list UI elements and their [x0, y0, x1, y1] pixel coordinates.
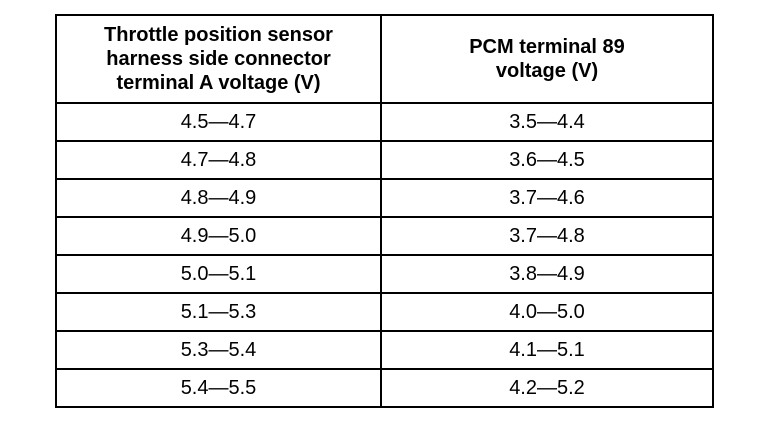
- pcm-voltage-cell: 3.6—4.5: [380, 140, 714, 180]
- header-line: Throttle position sensor: [104, 24, 333, 46]
- table-row: 5.0—5.1 3.8—4.9: [55, 254, 714, 294]
- header-row: Throttle position sensor harness side co…: [55, 14, 714, 104]
- pcm-voltage-cell: 4.1—5.1: [380, 330, 714, 370]
- pcm-voltage-cell: 3.5—4.4: [380, 102, 714, 142]
- pcm-voltage-cell: 3.7—4.8: [380, 216, 714, 256]
- header-pcm-voltage: PCM terminal 89 voltage (V): [380, 14, 714, 104]
- tps-voltage-cell: 5.3—5.4: [55, 330, 382, 370]
- header-tps-voltage: Throttle position sensor harness side co…: [55, 14, 382, 104]
- table-row: 5.3—5.4 4.1—5.1: [55, 330, 714, 370]
- pcm-voltage-cell: 4.0—5.0: [380, 292, 714, 332]
- header-line: harness side connector: [106, 48, 331, 70]
- pcm-voltage-cell: 3.7—4.6: [380, 178, 714, 218]
- tps-voltage-cell: 4.7—4.8: [55, 140, 382, 180]
- table-row: 5.4—5.5 4.2—5.2: [55, 368, 714, 408]
- table-row: 4.7—4.8 3.6—4.5: [55, 140, 714, 180]
- voltage-table: Throttle position sensor harness side co…: [55, 14, 714, 408]
- tps-voltage-cell: 5.4—5.5: [55, 368, 382, 408]
- table-row: 4.8—4.9 3.7—4.6: [55, 178, 714, 218]
- table-row: 4.9—5.0 3.7—4.8: [55, 216, 714, 256]
- tps-voltage-cell: 4.8—4.9: [55, 178, 382, 218]
- header-line: PCM terminal 89: [469, 36, 625, 58]
- table-row: 4.5—4.7 3.5—4.4: [55, 102, 714, 142]
- tps-voltage-cell: 4.5—4.7: [55, 102, 382, 142]
- tps-voltage-cell: 5.1—5.3: [55, 292, 382, 332]
- table-row: 5.1—5.3 4.0—5.0: [55, 292, 714, 332]
- pcm-voltage-cell: 3.8—4.9: [380, 254, 714, 294]
- tps-voltage-cell: 5.0—5.1: [55, 254, 382, 294]
- pcm-voltage-cell: 4.2—5.2: [380, 368, 714, 408]
- header-line: voltage (V): [495, 60, 599, 82]
- header-line: terminal A voltage (V): [116, 72, 321, 94]
- tps-voltage-cell: 4.9—5.0: [55, 216, 382, 256]
